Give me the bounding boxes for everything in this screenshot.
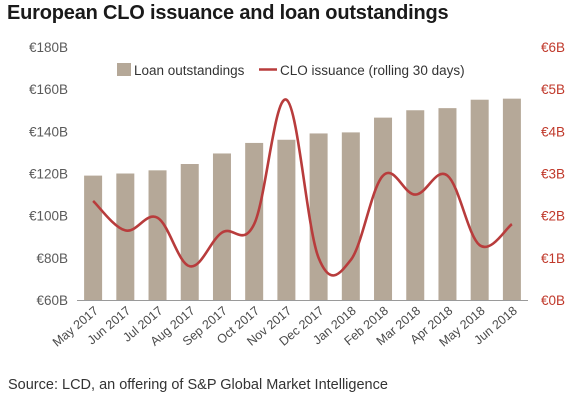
y-right-tick-label: €2B [541,209,565,224]
y-left-tick-label: €120B [29,167,68,182]
bar [212,153,231,300]
bar [502,98,521,300]
bar [470,99,489,300]
y-right-tick-label: €5B [541,82,565,97]
series-line-clo-issuance [92,98,513,277]
source-note: Source: LCD, an offering of S&P Global M… [8,377,388,393]
y-right-tick-label: €0B [541,293,565,308]
legend-label-clo-issuance: CLO issuance (rolling 30 days) [280,63,465,78]
y-right-tick-label: €1B [541,251,565,266]
y-left-tick-label: €100B [29,209,68,224]
legend-label-loan-outstandings: Loan outstandings [134,63,245,78]
y-left-tick-label: €160B [29,82,68,97]
bar [309,133,328,300]
bar [406,110,425,300]
y-left-tick-label: €180B [29,40,68,55]
y-right-tick-label: €3B [541,167,565,182]
y-left-tick-label: €80B [36,251,68,266]
bar [341,132,360,300]
bar [438,108,457,301]
bar [84,175,103,300]
bar [180,164,199,300]
legend-swatch-loan-outstandings [117,63,131,76]
y-left-tick-label: €140B [29,124,68,139]
bar [374,117,393,300]
bar [116,173,135,300]
bar [277,139,296,300]
y-left-tick-label: €60B [36,293,68,308]
y-right-tick-label: €4B [541,124,565,139]
chart-title: European CLO issuance and loan outstandi… [7,2,449,24]
y-right-tick-label: €6B [541,40,565,55]
bar [148,170,167,300]
